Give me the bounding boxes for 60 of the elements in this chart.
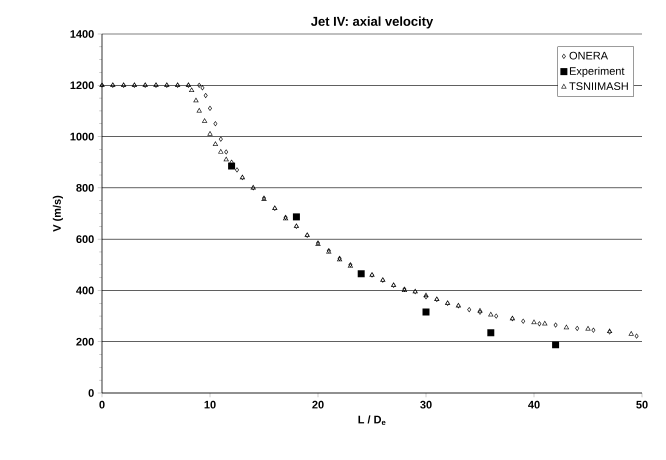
point <box>218 149 224 154</box>
point <box>212 141 218 146</box>
point <box>477 308 483 313</box>
point <box>628 331 634 336</box>
point <box>634 334 639 339</box>
point <box>554 322 558 328</box>
x-tick-label: 30 <box>420 400 432 409</box>
point <box>585 326 591 330</box>
y-axis-title: V (m/s) <box>52 196 63 232</box>
x-axis-title: L / D$_{e}$ <box>358 415 386 426</box>
legend-label: Experiment <box>570 66 624 78</box>
y-tick-label: 200 <box>76 338 94 346</box>
point <box>197 82 202 88</box>
point <box>208 106 212 111</box>
point <box>478 310 482 315</box>
point <box>358 270 365 278</box>
point <box>591 328 596 333</box>
point <box>552 341 560 348</box>
point <box>488 312 494 316</box>
point <box>207 131 213 136</box>
point <box>224 149 228 154</box>
y-tick-label: 400 <box>76 286 94 294</box>
legend-label: TSNIIMASH <box>569 82 628 90</box>
y-tick-label: 1000 <box>70 132 94 140</box>
point <box>189 88 194 92</box>
point <box>564 324 569 330</box>
point <box>213 121 218 126</box>
point <box>531 320 537 324</box>
point <box>521 318 526 324</box>
chart-title: Jet IV: axial velocity <box>311 16 434 28</box>
y-tick-label: 0 <box>88 389 94 397</box>
point <box>235 167 239 172</box>
point <box>422 308 430 316</box>
x-tick-label: 40 <box>528 400 540 409</box>
point <box>494 314 498 319</box>
y-tick-label: 600 <box>76 235 94 244</box>
point <box>575 326 580 331</box>
point <box>196 108 202 113</box>
point <box>292 213 300 220</box>
point <box>423 292 429 298</box>
point <box>228 162 236 170</box>
point <box>537 321 542 326</box>
y-tick-label: 1400 <box>70 30 94 38</box>
x-tick-label: 20 <box>312 400 324 409</box>
point <box>200 85 204 90</box>
point <box>204 93 208 98</box>
point <box>467 307 472 312</box>
point <box>202 118 208 123</box>
legend-label: ONERA <box>570 52 608 60</box>
x-tick-label: 10 <box>204 400 216 409</box>
x-tick-label: 50 <box>636 400 648 409</box>
point <box>542 320 548 326</box>
x-tick-label: 0 <box>99 400 105 409</box>
point <box>218 136 223 142</box>
y-tick-label: 800 <box>76 184 94 192</box>
point <box>487 329 494 336</box>
y-tick-label: 1200 <box>70 81 94 90</box>
point <box>224 156 229 162</box>
point <box>424 294 428 300</box>
point <box>193 98 199 102</box>
